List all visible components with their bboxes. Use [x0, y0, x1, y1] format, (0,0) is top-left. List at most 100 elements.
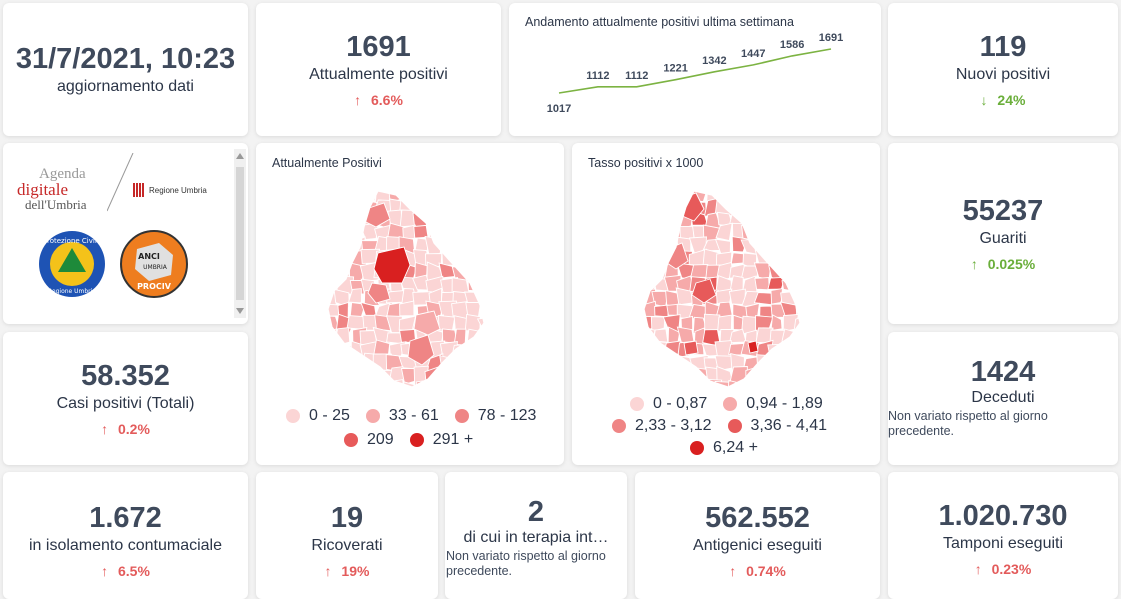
municipality-region	[412, 199, 433, 216]
municipality-region	[333, 250, 353, 265]
municipality-region	[768, 249, 788, 268]
casi-trend: ↑ 0.2%	[3, 421, 248, 437]
municipality-region	[780, 252, 798, 268]
positivi-label: Attualmente positivi	[309, 66, 448, 83]
municipality-region	[782, 342, 799, 360]
municipality-region	[477, 197, 484, 217]
municipality-region	[766, 354, 786, 373]
isolamento-card[interactable]: 1.672 in isolamento contumaciale ↑ 6.5%	[3, 472, 248, 599]
municipality-region	[794, 223, 800, 242]
isolamento-delta: 6.5%	[117, 563, 150, 579]
tamponi-card[interactable]: 1.020.730 Tamponi eseguiti ↑ 0.23%	[888, 472, 1118, 599]
arrow-up-icon: ↑	[101, 421, 109, 437]
guariti-card[interactable]: 55237 Guariti ↑ 0.025%	[888, 143, 1118, 324]
municipality-region	[792, 275, 800, 293]
municipality-region	[361, 365, 378, 386]
municipality-region	[328, 264, 340, 280]
positivi-card[interactable]: 1691 Attualmente positivi ↑ 6.6%	[256, 3, 501, 136]
municipality-region	[477, 211, 484, 227]
municipality-region	[328, 379, 340, 387]
municipality-region	[644, 355, 655, 372]
tamponi-delta: 0.23%	[991, 561, 1032, 577]
municipality-region	[747, 340, 759, 354]
municipality-region	[360, 380, 379, 387]
antigenici-card[interactable]: 562.552 Antigenici eseguiti ↑ 0.74%	[635, 472, 880, 599]
scroll-up-icon[interactable]	[236, 153, 244, 159]
deceduti-note: Non variato rispetto al giorno precedent…	[888, 409, 1048, 438]
municipality-region	[464, 369, 484, 387]
logos-card: Agenda digitale dell'Umbria Regione Umbr…	[3, 143, 248, 324]
legend-dot	[344, 433, 358, 447]
update-date: 31/7/2021, 10:23	[15, 43, 236, 75]
municipality-region	[373, 379, 392, 387]
casi-card[interactable]: 58.352 Casi positivi (Totali) ↑ 0.2%	[3, 332, 248, 465]
umbria-map-tasso[interactable]	[572, 143, 880, 465]
municipality-region	[650, 316, 666, 333]
municipality-region	[767, 367, 785, 387]
legend-item: 0,94 - 1,89	[723, 395, 823, 413]
deceduti-card[interactable]: 1424 Deceduti Non variato rispetto al gi…	[888, 332, 1118, 465]
municipality-region	[649, 340, 669, 359]
municipality-region	[413, 191, 432, 205]
municipality-region	[450, 196, 470, 217]
municipality-region	[650, 358, 670, 374]
trend-data-label: 1586	[780, 39, 804, 51]
municipality-region	[328, 191, 342, 202]
municipality-region	[328, 222, 341, 243]
antigenici-label: Antigenici eseguiti	[693, 537, 822, 554]
municipality-region	[780, 211, 797, 229]
municipality-region	[753, 380, 773, 387]
map-tasso-card[interactable]: Tasso positivi x 1000 0 - 0,87 0,94 - 1,…	[572, 143, 880, 465]
svg-text:ANCI: ANCI	[138, 252, 160, 261]
municipality-region	[680, 315, 694, 332]
trend-data-label: 1691	[819, 32, 843, 44]
municipality-region	[644, 300, 657, 319]
municipality-region	[399, 300, 415, 317]
municipality-region	[792, 201, 800, 213]
municipality-region	[650, 210, 670, 230]
terapia-card[interactable]: 2 di cui in terapia int… Non variato ris…	[445, 472, 627, 599]
protezione-sub-text: Regione Umbria	[48, 288, 96, 295]
trend-data-label: 1017	[547, 103, 571, 115]
update-label: aggiornamento dati	[57, 78, 194, 95]
municipality-region	[793, 191, 800, 200]
municipality-region	[644, 223, 656, 244]
ricoverati-card[interactable]: 19 Ricoverati ↑ 19%	[256, 472, 438, 599]
municipality-region	[452, 367, 467, 386]
municipality-region	[453, 353, 472, 371]
logos-scrollbar[interactable]	[234, 149, 246, 318]
scroll-thumb[interactable]	[236, 167, 244, 300]
municipality-region	[335, 237, 354, 257]
isolamento-value: 1.672	[89, 502, 162, 534]
municipality-region	[438, 191, 457, 203]
municipality-region	[652, 328, 669, 343]
map-positivi-card[interactable]: Attualmente Positivi 0 - 25 33 - 61 78 -…	[256, 143, 564, 465]
municipality-region	[755, 237, 773, 254]
nuovi-card[interactable]: 119 Nuovi positivi ↓ 24%	[888, 3, 1118, 136]
municipality-region	[373, 246, 411, 284]
municipality-region	[350, 382, 363, 387]
scroll-down-icon[interactable]	[236, 308, 244, 314]
municipality-region	[753, 197, 772, 216]
antigenici-value: 562.552	[705, 502, 810, 534]
trend-chart-title: Andamento attualmente positivi ultima se…	[525, 15, 794, 29]
municipality-region	[376, 369, 392, 386]
municipality-region	[644, 237, 658, 256]
regione-crest-icon	[133, 183, 145, 197]
municipality-region	[346, 365, 365, 386]
municipality-region	[427, 209, 442, 230]
umbria-map-positivi[interactable]	[256, 143, 564, 465]
municipality-region	[767, 223, 788, 239]
municipality-region	[328, 341, 340, 359]
municipality-region	[425, 198, 445, 217]
municipality-region	[439, 370, 455, 387]
trend-chart-card[interactable]: Andamento attualmente positivi ultima se…	[509, 3, 881, 136]
municipality-region	[793, 354, 800, 373]
municipality-region	[663, 191, 684, 202]
municipality-region	[780, 191, 800, 205]
municipality-region	[450, 191, 469, 204]
municipality-region	[753, 292, 773, 306]
municipality-region	[768, 209, 784, 229]
municipality-region	[644, 368, 655, 385]
municipality-region	[683, 340, 699, 356]
